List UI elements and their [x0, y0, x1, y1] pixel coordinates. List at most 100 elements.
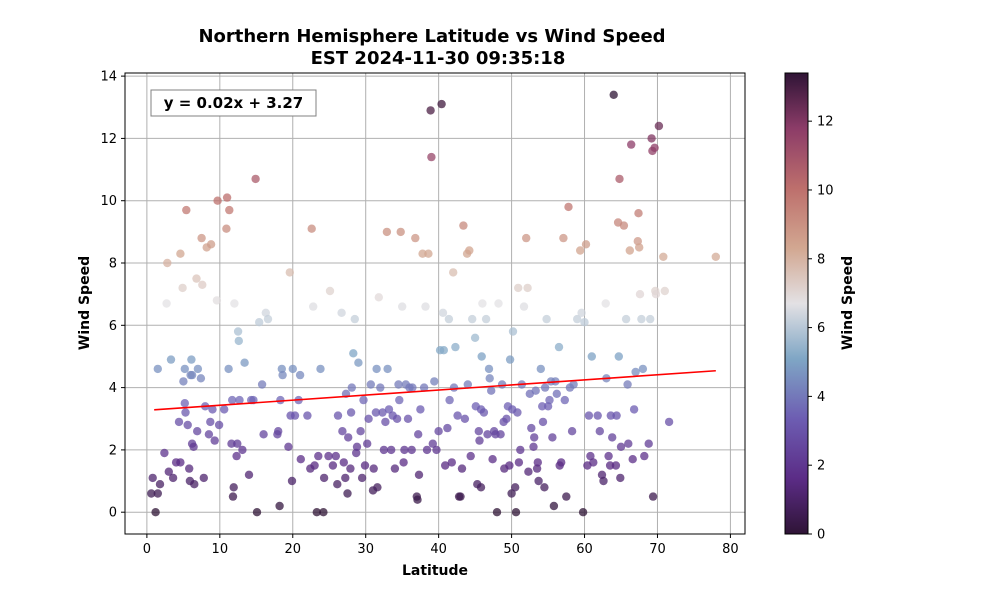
data-point	[398, 302, 407, 311]
data-point	[240, 358, 249, 367]
data-point	[492, 508, 502, 517]
data-point	[459, 221, 468, 230]
data-point	[584, 411, 594, 420]
data-point	[352, 442, 362, 451]
x-tick-label: 60	[576, 542, 593, 557]
chart-title: Northern Hemisphere Latitude vs Wind Spe…	[198, 26, 665, 47]
data-point	[513, 408, 522, 417]
data-point	[364, 414, 373, 423]
data-point	[612, 411, 621, 420]
data-point	[224, 364, 233, 374]
data-point	[261, 308, 270, 317]
data-point	[295, 370, 305, 380]
data-point	[155, 480, 165, 489]
data-point	[418, 249, 427, 258]
data-point	[511, 483, 520, 492]
data-point	[384, 405, 394, 414]
colorbar-tick-label: 4	[817, 390, 825, 405]
data-point	[559, 233, 568, 243]
colorbar-tick-label: 12	[817, 115, 834, 130]
data-point	[309, 302, 318, 311]
data-point	[347, 383, 356, 392]
data-point	[220, 405, 229, 414]
data-point	[621, 314, 631, 324]
data-point	[399, 458, 408, 467]
data-point	[206, 240, 216, 249]
data-point	[505, 461, 514, 470]
data-point	[532, 464, 542, 473]
data-point	[193, 364, 203, 374]
data-point	[611, 461, 621, 470]
data-point	[421, 302, 430, 311]
data-point	[363, 439, 372, 448]
data-point	[416, 405, 425, 414]
data-point	[307, 224, 316, 233]
data-point	[586, 451, 595, 461]
data-point	[400, 445, 409, 455]
data-point	[470, 333, 480, 342]
data-point	[189, 442, 198, 451]
data-point	[438, 308, 448, 317]
data-point	[650, 143, 659, 152]
data-point	[604, 451, 613, 461]
equation-box: y = 0.02x + 3.27	[150, 89, 317, 117]
data-point	[538, 402, 547, 411]
data-point	[533, 458, 542, 467]
data-point	[638, 364, 648, 374]
x-tick-label: 10	[212, 542, 229, 557]
data-point	[637, 314, 646, 324]
data-point	[614, 352, 623, 361]
data-point	[456, 492, 465, 501]
data-point	[524, 467, 533, 476]
data-point	[379, 445, 389, 455]
data-point	[192, 274, 201, 283]
data-point	[229, 483, 238, 492]
data-point	[624, 439, 633, 448]
data-point	[605, 461, 615, 470]
data-point	[176, 458, 185, 467]
data-point	[350, 314, 359, 324]
data-point	[372, 364, 381, 374]
data-point	[181, 408, 190, 417]
data-point	[711, 252, 720, 261]
data-point	[660, 286, 669, 296]
grid-lines	[125, 73, 745, 534]
data-point	[580, 318, 589, 327]
data-point	[519, 302, 529, 311]
x-tick-label: 80	[722, 542, 739, 557]
data-point	[190, 480, 199, 489]
data-point	[341, 473, 350, 483]
data-point	[439, 346, 448, 355]
colorbar-tick-label: 6	[817, 321, 825, 336]
data-point	[163, 258, 172, 268]
data-point	[235, 395, 244, 405]
data-point	[444, 314, 454, 324]
data-point	[176, 249, 185, 258]
data-point	[619, 221, 629, 230]
colorbar-ticks: 0 2 4 6 8 10 12	[808, 115, 834, 543]
data-point	[483, 430, 492, 439]
data-point	[428, 439, 437, 448]
data-point	[606, 411, 615, 420]
data-point	[426, 106, 435, 115]
data-point	[263, 314, 273, 324]
data-point	[449, 383, 459, 392]
data-point	[527, 423, 536, 433]
data-point	[485, 374, 494, 383]
data-point	[479, 408, 489, 417]
data-point	[616, 473, 625, 483]
plot-frame	[124, 72, 746, 535]
data-point	[257, 380, 267, 389]
data-point	[508, 327, 518, 336]
data-point	[573, 314, 582, 324]
data-point	[445, 395, 454, 405]
data-point	[554, 342, 564, 352]
data-point	[251, 174, 260, 184]
data-point	[424, 249, 433, 258]
data-point	[392, 414, 402, 423]
data-point	[552, 389, 561, 398]
data-point	[443, 423, 452, 433]
x-tick-label: 40	[430, 542, 447, 557]
data-point	[285, 268, 294, 277]
data-point	[349, 349, 358, 358]
